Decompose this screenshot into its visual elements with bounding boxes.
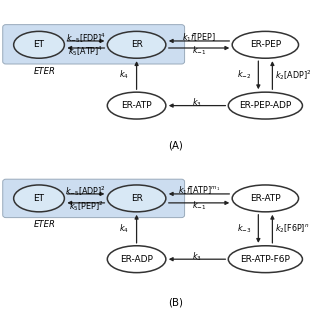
Text: $k_4$: $k_4$ [119, 222, 129, 235]
Ellipse shape [228, 246, 302, 273]
Text: ETER: ETER [34, 67, 56, 76]
FancyBboxPatch shape [3, 25, 185, 64]
Ellipse shape [14, 185, 64, 212]
Text: ET: ET [34, 40, 44, 49]
Text: $k_{-5}$[FDP]$^4$: $k_{-5}$[FDP]$^4$ [66, 31, 106, 45]
Text: $k_4$: $k_4$ [119, 69, 129, 82]
Text: (B): (B) [168, 297, 183, 308]
Text: ER-ATP: ER-ATP [121, 101, 152, 110]
Text: $k_5$[ATP]$^4$: $k_5$[ATP]$^4$ [68, 44, 103, 58]
Text: $k_3$: $k_3$ [192, 250, 202, 263]
Ellipse shape [228, 92, 302, 119]
Text: ER-PEP: ER-PEP [250, 40, 281, 49]
Text: $k_{-3}$: $k_{-3}$ [237, 222, 252, 235]
Ellipse shape [107, 246, 166, 273]
Text: ETER: ETER [34, 220, 56, 229]
Text: ER: ER [131, 40, 142, 49]
Text: ER-PEP-ADP: ER-PEP-ADP [239, 101, 292, 110]
Ellipse shape [232, 31, 299, 58]
Text: $k_{-1}$: $k_{-1}$ [192, 45, 206, 58]
Ellipse shape [14, 31, 64, 58]
Text: $k_2$[ADP]$^2$: $k_2$[ADP]$^2$ [275, 68, 311, 82]
Ellipse shape [232, 185, 299, 212]
Text: $k_1f$[PEP]: $k_1f$[PEP] [182, 31, 216, 44]
Text: $k_{-1}$: $k_{-1}$ [192, 200, 206, 212]
Text: ER-ATP-F6P: ER-ATP-F6P [240, 255, 290, 264]
Text: (A): (A) [168, 140, 183, 151]
Text: ER: ER [131, 194, 142, 203]
Text: ER-ADP: ER-ADP [120, 255, 153, 264]
Text: $k_1f$[ATP]$^{m_1}$: $k_1f$[ATP]$^{m_1}$ [178, 184, 220, 197]
FancyBboxPatch shape [3, 179, 185, 218]
Text: $k_2$[F6P]$^n$: $k_2$[F6P]$^n$ [275, 222, 309, 235]
Text: ER-ATP: ER-ATP [250, 194, 281, 203]
Text: $k_{-5}$[ADP]$^2$: $k_{-5}$[ADP]$^2$ [65, 184, 106, 198]
Ellipse shape [107, 92, 166, 119]
Text: $k_{-2}$: $k_{-2}$ [237, 69, 252, 82]
Ellipse shape [107, 31, 166, 58]
Text: $k_5$[PEP]$^2$: $k_5$[PEP]$^2$ [68, 199, 103, 213]
Ellipse shape [107, 185, 166, 212]
Text: ET: ET [34, 194, 44, 203]
Text: $k_3$: $k_3$ [192, 97, 202, 109]
